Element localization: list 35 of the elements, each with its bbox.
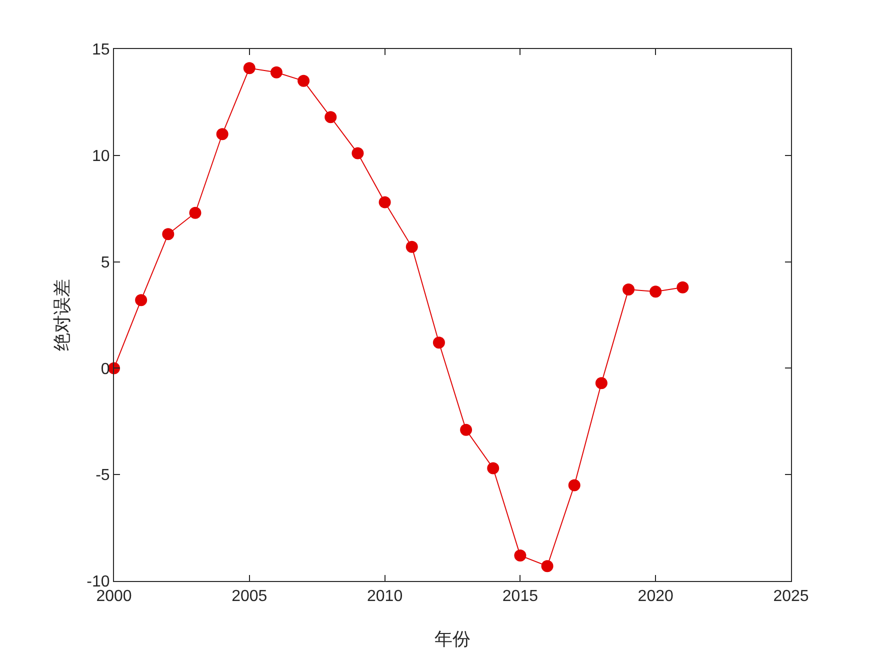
x-tick-label: 2020: [638, 588, 674, 606]
point: [622, 283, 635, 296]
y-tick-label: 0: [100, 360, 110, 378]
point: [406, 240, 418, 253]
x-tick-label: 2005: [232, 588, 268, 606]
point: [568, 479, 580, 492]
x-axis-title: 年份: [434, 629, 470, 650]
y-tick-label: -10: [86, 574, 110, 591]
point: [676, 281, 689, 294]
y-tick-label: 15: [92, 42, 110, 59]
point: [352, 147, 364, 160]
y-axis-title: 绝对误差: [52, 279, 73, 351]
point: [216, 128, 228, 140]
point: [270, 66, 282, 78]
x-tick-label: 2000: [96, 588, 132, 606]
point: [595, 377, 608, 390]
point: [189, 206, 202, 219]
point: [514, 549, 526, 562]
x-tick-label: 2015: [502, 588, 538, 606]
y-tick-label: -5: [96, 467, 110, 484]
point: [541, 560, 554, 572]
point: [298, 74, 310, 87]
point: [378, 196, 391, 208]
point: [243, 62, 256, 74]
point: [162, 228, 174, 240]
point: [324, 111, 337, 124]
point: [650, 286, 662, 298]
point: [487, 462, 500, 474]
point: [432, 336, 445, 349]
y-tick-label: 5: [100, 254, 110, 272]
x-tick-label: 2025: [773, 588, 809, 606]
y-tick-label: 10: [92, 148, 110, 165]
point: [135, 294, 148, 306]
x-tick-label: 2010: [367, 588, 403, 606]
point: [460, 424, 472, 436]
